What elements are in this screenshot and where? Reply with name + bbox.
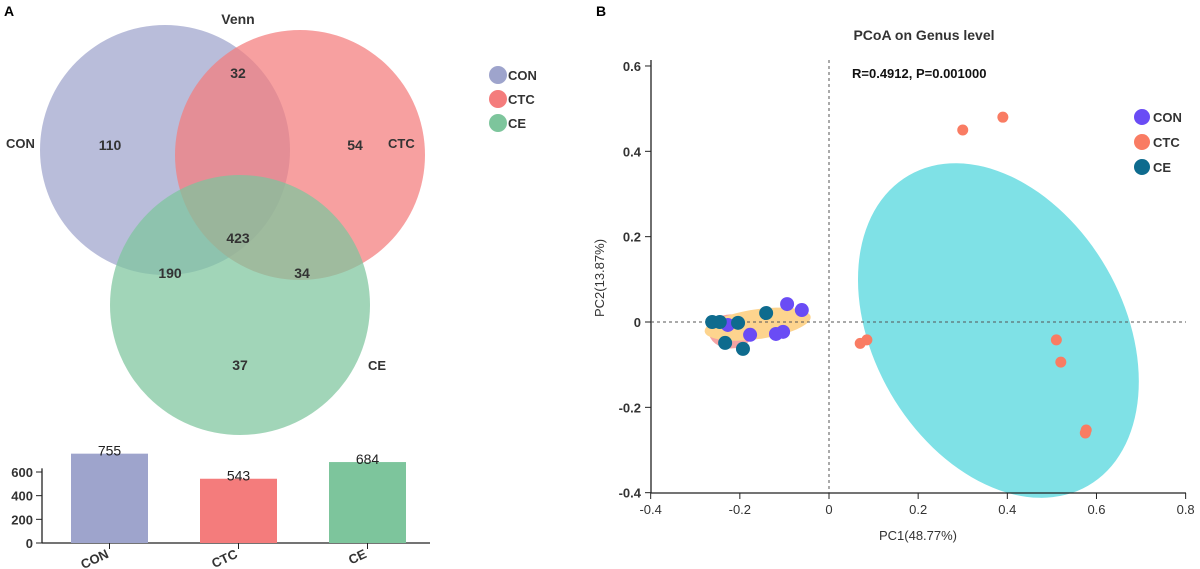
bar-x-tick-label: CON — [78, 546, 111, 569]
legend-label: CE — [508, 116, 526, 131]
venn-diagram: Venn CON CTC CE 110 54 37 32 190 34 423 CON CTC CE — [6, 11, 537, 435]
bar-x-tick-label: CTC — [209, 546, 240, 569]
y-tick-label: 0.2 — [623, 230, 641, 245]
venn-count-con-only: 110 — [99, 137, 122, 153]
venn-count-all: 423 — [226, 230, 250, 246]
legend-marker-ctc — [489, 90, 507, 108]
data-point-ctc — [1080, 424, 1092, 436]
data-point-ce — [759, 306, 774, 321]
x-tick-label: 0.2 — [909, 502, 927, 517]
panel-label-b: B — [596, 3, 606, 19]
bar-ce — [329, 462, 406, 543]
bar-value-label: 755 — [98, 443, 122, 459]
data-point-ce — [731, 315, 746, 330]
bar-y-tick-label: 600 — [11, 465, 33, 480]
venn-set-label: CTC — [388, 136, 415, 151]
x-axis-label: PC1(48.77%) — [879, 528, 957, 543]
y-axis-label: PC2(13.87%) — [592, 239, 607, 317]
venn-set-label: CON — [6, 136, 35, 151]
legend-marker-ce — [489, 114, 507, 132]
pcoa-scatter: PCoA on Genus level R=0.4912, P=0.001000… — [592, 27, 1195, 543]
data-point-ctc — [997, 111, 1009, 123]
data-point-ctc — [957, 124, 969, 136]
venn-count-con-ce: 190 — [158, 265, 182, 281]
venn-count-con-ctc: 32 — [230, 65, 246, 81]
x-tick-label: 0.8 — [1177, 502, 1195, 517]
confidence-ellipse-ctc — [857, 163, 1139, 498]
venn-count-ctc-only: 54 — [347, 137, 363, 153]
y-tick-label: -0.2 — [619, 400, 641, 415]
venn-count-ce-only: 37 — [232, 357, 248, 373]
data-point-con — [780, 297, 795, 312]
bar-x-tick-label: CE — [346, 546, 369, 567]
venn-set-label: CE — [368, 358, 386, 373]
legend-label: CON — [1153, 110, 1182, 125]
x-tick-label: 0.4 — [998, 502, 1016, 517]
bar-value-label: 684 — [356, 451, 380, 467]
venn-title: Venn — [221, 11, 254, 27]
y-tick-label: 0.6 — [623, 59, 641, 74]
legend-label: CTC — [1153, 135, 1180, 150]
bar-value-label: 543 — [227, 468, 251, 484]
data-point-ce — [712, 315, 727, 329]
bar-y-tick-label: 0 — [26, 536, 33, 551]
bar-y-tick-label: 200 — [11, 512, 33, 527]
data-point-ctc — [1055, 356, 1067, 368]
x-tick-label: -0.2 — [729, 502, 751, 517]
data-point-ctc — [861, 334, 873, 346]
venn-circle-ce — [110, 175, 370, 435]
y-tick-label: -0.4 — [619, 486, 642, 501]
panel-label-a: A — [4, 3, 14, 19]
data-point-ce — [735, 341, 750, 356]
y-tick-label: 0 — [634, 315, 641, 330]
y-tick-label: 0.4 — [623, 144, 642, 159]
bar-con — [71, 453, 148, 543]
legend-label: CTC — [508, 92, 535, 107]
bar-chart: 0 200 400 600 755 CON 543 CTC 684 CE — [11, 443, 430, 569]
legend-label: CON — [508, 68, 537, 83]
data-point-con — [794, 303, 809, 318]
legend-marker-con — [1134, 109, 1150, 125]
x-tick-label: -0.4 — [639, 502, 661, 517]
legend-marker-ce — [1134, 159, 1150, 175]
venn-count-ctc-ce: 34 — [294, 265, 310, 281]
pcoa-annotation: R=0.4912, P=0.001000 — [852, 66, 986, 81]
x-tick-label: 0 — [825, 502, 832, 517]
legend-marker-ctc — [1134, 134, 1150, 150]
data-point-ctc — [1050, 334, 1062, 346]
data-point-con — [776, 324, 791, 339]
x-tick-label: 0.6 — [1087, 502, 1105, 517]
data-point-con — [743, 327, 758, 342]
pcoa-title: PCoA on Genus level — [853, 27, 994, 43]
legend-label: CE — [1153, 160, 1171, 175]
legend-marker-con — [489, 66, 507, 84]
data-point-ce — [718, 335, 733, 350]
bar-y-tick-label: 400 — [11, 489, 33, 504]
bar-ctc — [200, 478, 277, 543]
